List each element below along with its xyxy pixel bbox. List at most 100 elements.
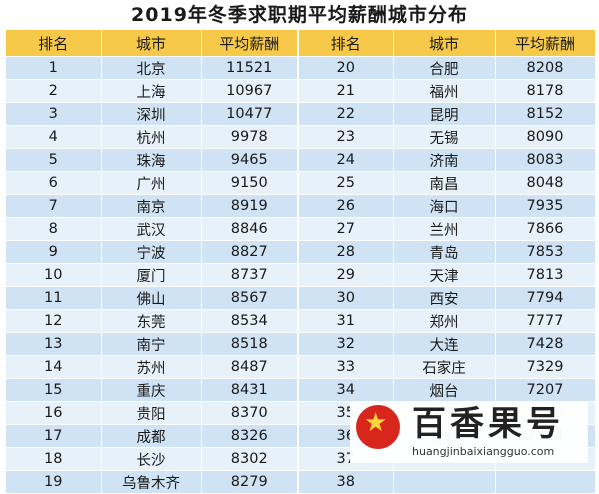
cell-city-left: 上海: [101, 79, 202, 103]
cell-salary-left: 8567: [201, 286, 299, 310]
table-title: 2019年冬季求职期平均薪酬城市分布: [0, 0, 599, 30]
table-row: 11 佛山 8567 30 西安 7794: [6, 286, 596, 310]
cell-rank-left: 18: [6, 447, 102, 471]
cell-salary-right: 7853: [495, 240, 596, 264]
cell-salary-right: 8048: [495, 171, 596, 195]
cell-salary-left: 8518: [201, 332, 299, 356]
cell-rank-right: 32: [298, 332, 394, 356]
cell-city-left: 苏州: [101, 355, 202, 379]
cell-city-left: 贵阳: [101, 401, 202, 425]
cell-salary-right: 8208: [495, 56, 596, 80]
table-row: 4 杭州 9978 23 无锡 8090: [6, 125, 596, 149]
cell-city-left: 重庆: [101, 378, 202, 402]
cell-salary-left: 9978: [201, 125, 299, 149]
header-salary-left: 平均薪酬: [201, 30, 299, 57]
header-row: 排名 城市 平均薪酬 排名 城市 平均薪酬: [6, 30, 596, 57]
cell-salary-left: 8370: [201, 401, 299, 425]
header-city-left: 城市: [101, 30, 202, 57]
table-row: 3 深圳 10477 22 昆明 8152: [6, 102, 596, 126]
cell-city-left: 长沙: [101, 447, 202, 471]
cell-city-right: 天津: [393, 263, 496, 287]
cell-rank-left: 15: [6, 378, 102, 402]
cell-city-left: 杭州: [101, 125, 202, 149]
cell-rank-left: 13: [6, 332, 102, 356]
header-rank-right: 排名: [298, 30, 394, 57]
cell-salary-left: 8431: [201, 378, 299, 402]
cell-rank-right: 28: [298, 240, 394, 264]
table-row: 14 苏州 8487 33 石家庄 7329: [6, 355, 596, 379]
cell-salary-left: 10967: [201, 79, 299, 103]
cell-salary-right: 7207: [495, 378, 596, 402]
cell-salary-right: 7428: [495, 332, 596, 356]
cell-city-right: 昆明: [393, 102, 496, 126]
cell-city-right: 兰州: [393, 217, 496, 241]
cell-rank-left: 16: [6, 401, 102, 425]
cell-salary-left: 8827: [201, 240, 299, 264]
cell-rank-left: 7: [6, 194, 102, 218]
cell-city-right: 石家庄: [393, 355, 496, 379]
cell-city-right: 南昌: [393, 171, 496, 195]
cell-rank-right: 30: [298, 286, 394, 310]
cell-salary-right: 8083: [495, 148, 596, 172]
table-row: 6 广州 9150 25 南昌 8048: [6, 171, 596, 195]
table-row: 13 南宁 8518 32 大连 7428: [6, 332, 596, 356]
cell-salary-left: 8302: [201, 447, 299, 471]
cell-city-left: 北京: [101, 56, 202, 80]
table-row: 7 南京 8919 26 海口 7935: [6, 194, 596, 218]
cell-salary-right: 8178: [495, 79, 596, 103]
cell-salary-left: 8737: [201, 263, 299, 287]
header-salary-right: 平均薪酬: [495, 30, 596, 57]
header-city-right: 城市: [393, 30, 496, 57]
cell-city-right: 郑州: [393, 309, 496, 333]
cell-city-right: 烟台: [393, 378, 496, 402]
cell-rank-right: 25: [298, 171, 394, 195]
cell-rank-left: 4: [6, 125, 102, 149]
header-rank-left: 排名: [6, 30, 102, 57]
cell-rank-right: 20: [298, 56, 394, 80]
cell-rank-right: 22: [298, 102, 394, 126]
cell-rank-left: 17: [6, 424, 102, 448]
cell-rank-left: 14: [6, 355, 102, 379]
cell-rank-left: 3: [6, 102, 102, 126]
cell-salary-left: 8487: [201, 355, 299, 379]
table-row: 2 上海 10967 21 福州 8178: [6, 79, 596, 103]
cell-city-right: 青岛: [393, 240, 496, 264]
cell-rank-left: 5: [6, 148, 102, 172]
cell-salary-left: 9150: [201, 171, 299, 195]
cell-salary-right: [495, 470, 596, 494]
cell-city-left: 南宁: [101, 332, 202, 356]
cell-rank-left: 8: [6, 217, 102, 241]
watermark-logo: ★ 百香果号 huangjinbaixiangguo.com: [350, 401, 588, 463]
cell-salary-right: 8090: [495, 125, 596, 149]
cell-rank-right: 34: [298, 378, 394, 402]
cell-rank-right: 27: [298, 217, 394, 241]
cell-rank-right: 21: [298, 79, 394, 103]
cell-salary-right: 7329: [495, 355, 596, 379]
cell-city-right: [393, 470, 496, 494]
cell-city-left: 厦门: [101, 263, 202, 287]
cell-salary-left: 8326: [201, 424, 299, 448]
table-row: 5 珠海 9465 24 济南 8083: [6, 148, 596, 172]
cell-rank-right: 29: [298, 263, 394, 287]
watermark-text: 百香果号: [412, 404, 564, 444]
cell-city-left: 深圳: [101, 102, 202, 126]
cell-rank-right: 24: [298, 148, 394, 172]
cell-rank-left: 2: [6, 79, 102, 103]
cell-city-right: 海口: [393, 194, 496, 218]
cell-city-right: 合肥: [393, 56, 496, 80]
cell-rank-right: 26: [298, 194, 394, 218]
salary-table: 排名 城市 平均薪酬 排名 城市 平均薪酬 1 北京 11521 20 合肥 8208 2 上…: [6, 30, 596, 494]
cell-city-right: 福州: [393, 79, 496, 103]
star-logo-icon: [356, 405, 400, 449]
cell-salary-left: 9465: [201, 148, 299, 172]
cell-salary-right: 7794: [495, 286, 596, 310]
cell-city-left: 武汉: [101, 217, 202, 241]
cell-city-left: 东莞: [101, 309, 202, 333]
table-row: 10 厦门 8737 29 天津 7813: [6, 263, 596, 287]
cell-salary-left: 10477: [201, 102, 299, 126]
cell-salary-right: 8152: [495, 102, 596, 126]
cell-city-right: 西安: [393, 286, 496, 310]
watermark-url: huangjinbaixiangguo.com: [412, 445, 555, 458]
cell-city-left: 珠海: [101, 148, 202, 172]
cell-salary-left: 11521: [201, 56, 299, 80]
